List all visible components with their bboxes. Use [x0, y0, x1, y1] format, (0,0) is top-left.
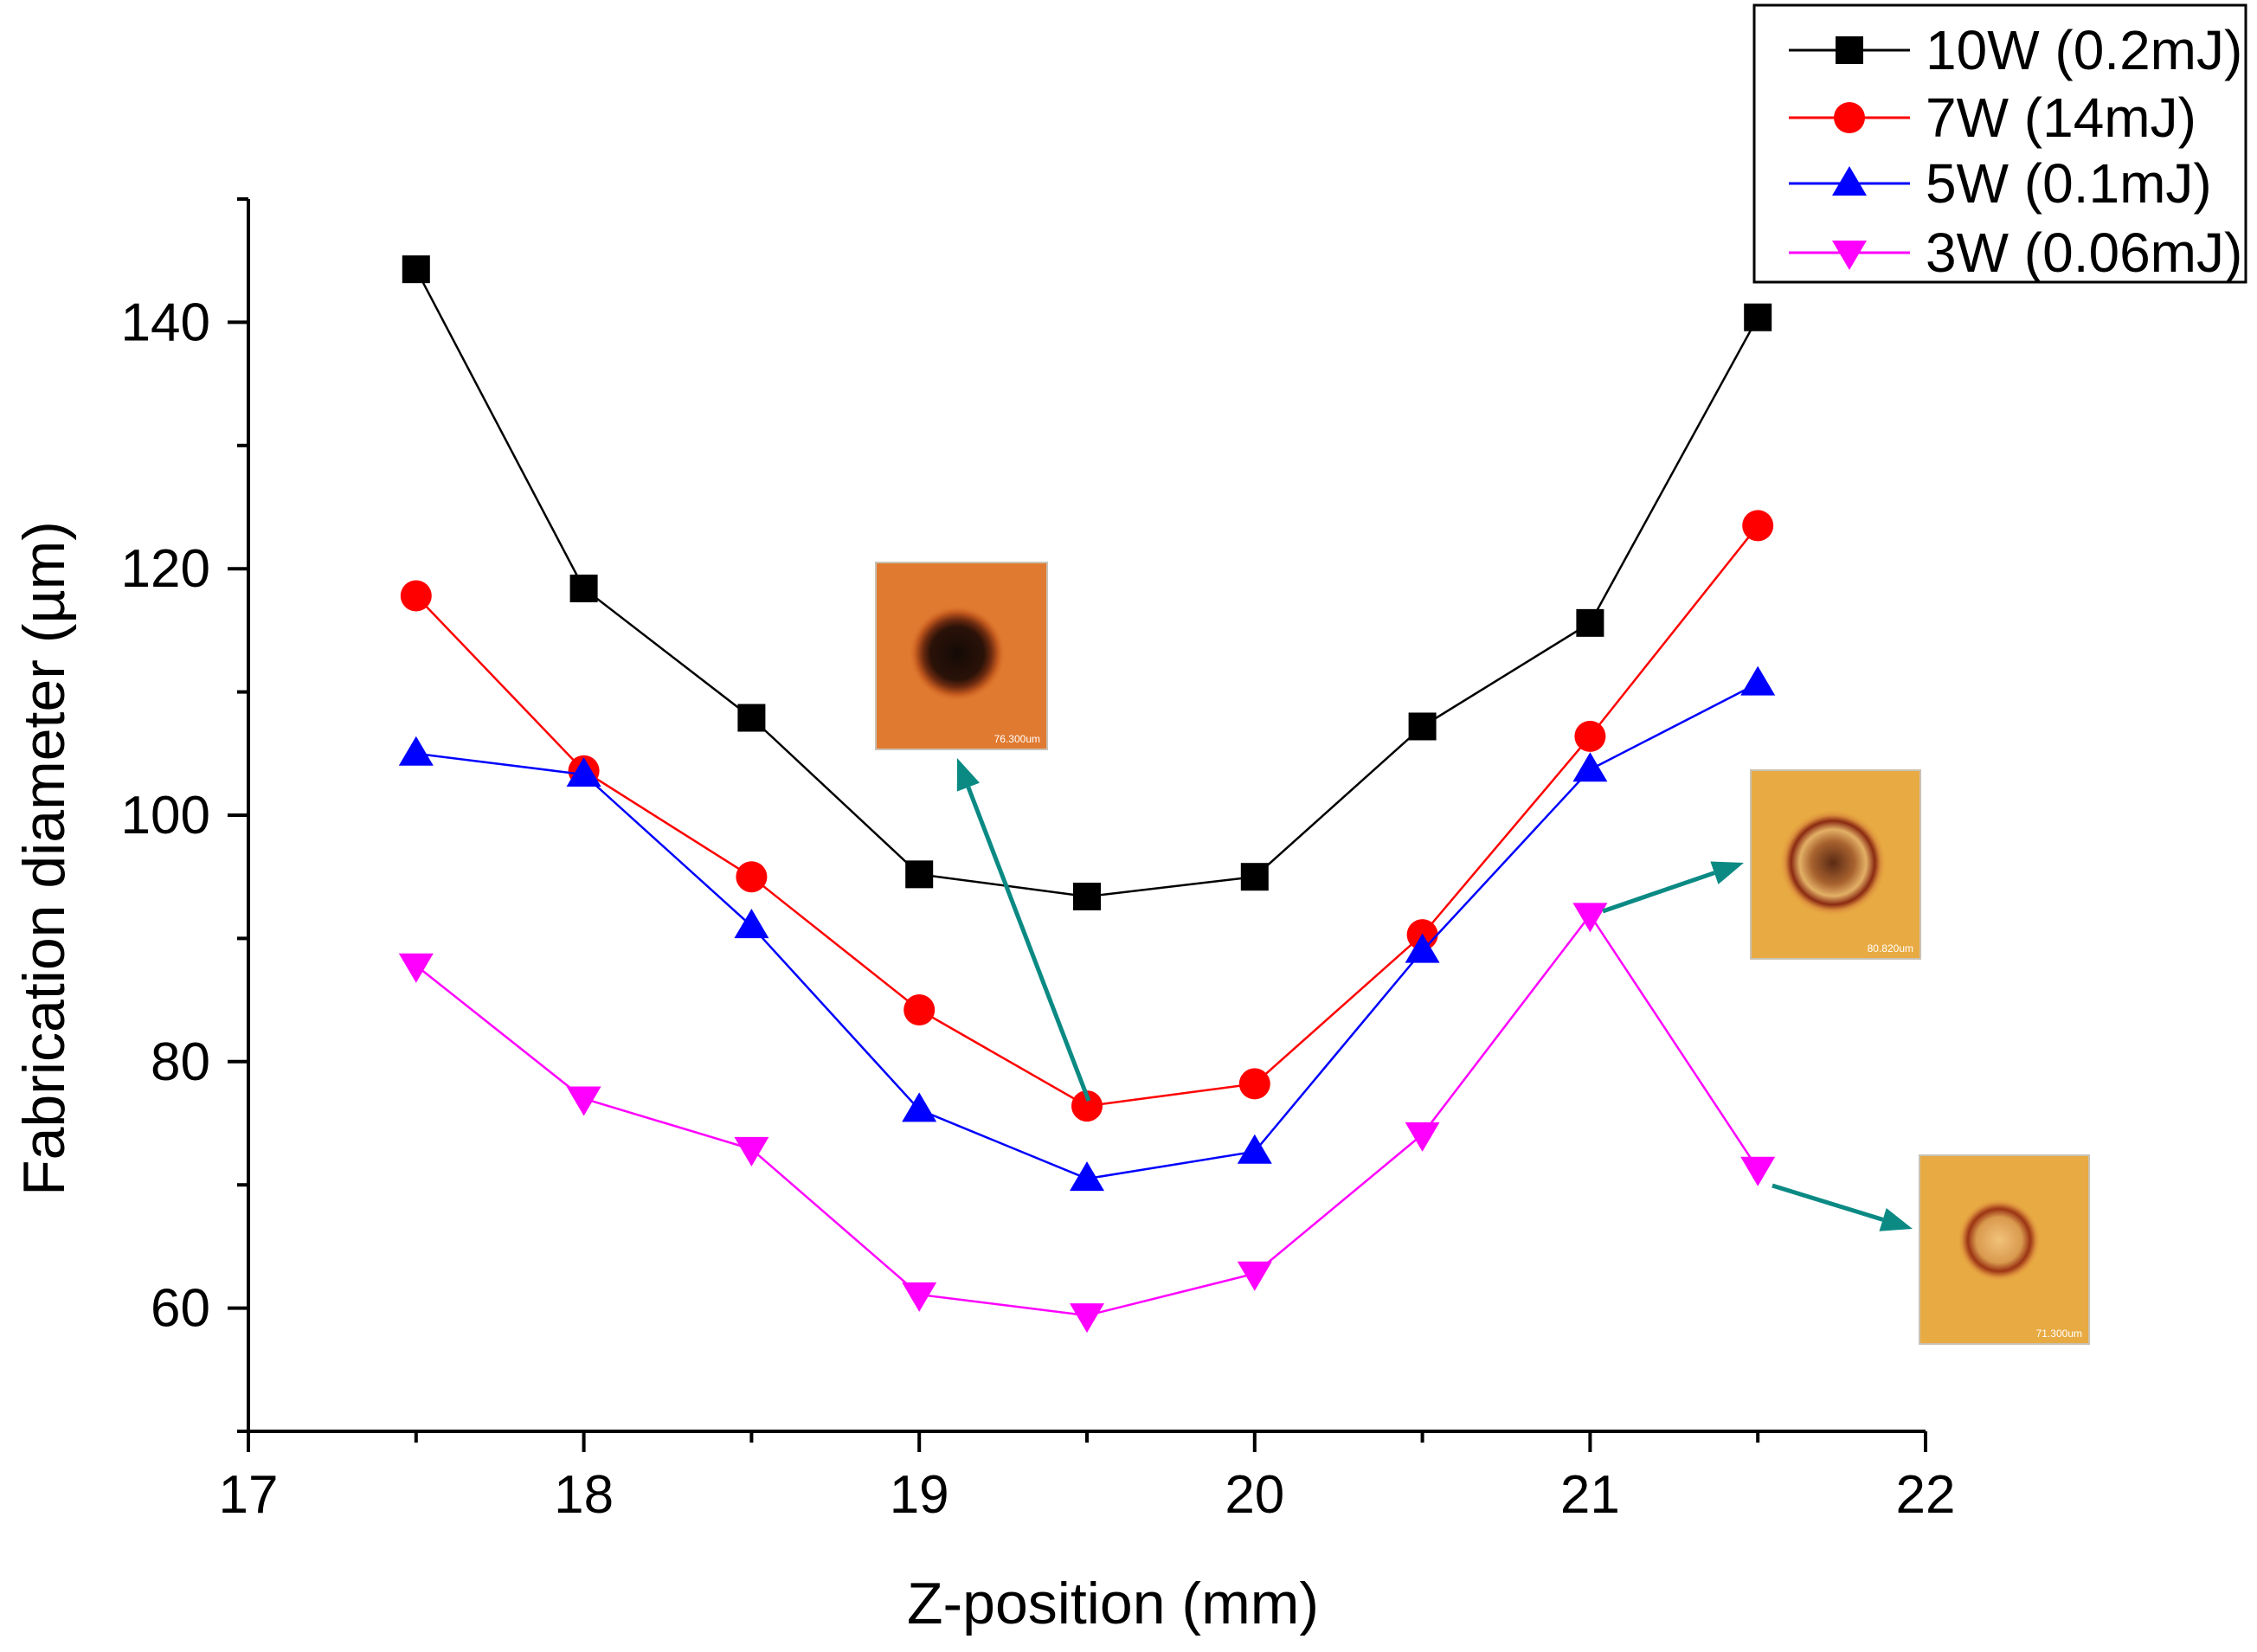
legend-label: 10W (0.2mJ) — [1926, 19, 2242, 81]
laser-pit — [909, 605, 1006, 702]
data-point — [1238, 1068, 1270, 1100]
y-tick-label: 60 — [151, 1279, 210, 1339]
plot-area — [398, 255, 1776, 1334]
data-point — [402, 255, 430, 284]
series-line — [415, 268, 1759, 898]
data-point — [1405, 933, 1440, 963]
data-point — [1070, 1161, 1104, 1192]
y-tick-label: 120 — [121, 539, 210, 599]
legend-label: 7W (14mJ) — [1926, 87, 2196, 149]
data-point — [903, 993, 936, 1025]
series-line — [415, 524, 1759, 1108]
data-point — [1408, 712, 1437, 741]
legend-item: 10W (0.2mJ) — [1789, 19, 2242, 81]
legend-marker — [1832, 166, 1867, 196]
legend-item: 3W (0.06mJ) — [1789, 222, 2242, 284]
x-tick-label: 22 — [1896, 1465, 1956, 1525]
data-point — [1572, 903, 1608, 933]
inset-scale-label: 71.300um — [2036, 1327, 2082, 1340]
x-axis-title: Z-position (mm) — [907, 1571, 1319, 1636]
y-tick-label: 100 — [121, 786, 210, 845]
data-point — [1240, 863, 1269, 891]
inset-micrograph: 71.300um — [1919, 1154, 2090, 1345]
x-tick-label: 17 — [219, 1465, 279, 1525]
insets: 76.300um 80.820um 71.300um — [875, 562, 2090, 1345]
inset-scale-label: 76.300um — [994, 733, 1040, 745]
arrow-head — [1879, 1208, 1913, 1231]
data-point — [1572, 752, 1608, 782]
inset-scale-label: 80.820um — [1868, 942, 1913, 955]
data-point — [1740, 1156, 1776, 1186]
y-tick-label: 140 — [121, 292, 210, 352]
legend-item: 7W (14mJ) — [1789, 87, 2196, 149]
annotation-arrow — [1772, 1183, 1913, 1231]
data-point — [398, 953, 434, 983]
inset-micrograph: 80.820um — [1750, 769, 1921, 960]
arrow-shaft — [966, 786, 1091, 1102]
data-point — [1740, 665, 1776, 696]
legend-label: 3W (0.06mJ) — [1926, 222, 2242, 284]
laser-pit — [1958, 1199, 2041, 1282]
annotation-arrow — [1602, 861, 1744, 914]
laser-pit — [1779, 809, 1887, 916]
arrow-shaft — [1772, 1183, 1884, 1222]
data-point — [737, 704, 766, 732]
data-point — [1574, 720, 1606, 752]
data-point — [1070, 1303, 1104, 1334]
data-point — [566, 757, 601, 787]
legend-marker — [1832, 241, 1867, 270]
legend-marker — [1834, 102, 1865, 133]
arrow-head — [956, 758, 980, 792]
series-0 — [402, 255, 1772, 910]
y-axis-title: Fabrication diameter (µm) — [11, 521, 77, 1196]
inset-micrograph: 76.300um — [875, 562, 1048, 750]
data-point — [902, 1282, 937, 1312]
data-point — [398, 736, 434, 766]
data-point — [1744, 303, 1772, 331]
data-point — [1405, 1122, 1440, 1152]
series-2 — [398, 665, 1776, 1192]
data-point — [569, 574, 598, 602]
x-tick-label: 18 — [554, 1465, 614, 1525]
data-point — [1576, 608, 1604, 637]
series-3 — [398, 903, 1776, 1334]
data-point — [1237, 1134, 1272, 1164]
axes: 17 18 19 20 21 22 60 80 100 120 140 Z-position (mm)… — [11, 197, 1956, 1636]
x-tick-label: 19 — [890, 1465, 949, 1525]
data-point — [566, 1086, 601, 1116]
data-point — [905, 860, 934, 889]
annotation-arrow — [956, 758, 1091, 1102]
arrow-head — [1710, 861, 1744, 884]
data-point — [1073, 882, 1101, 910]
legend-label: 5W (0.1mJ) — [1926, 152, 2212, 215]
legend-marker — [1836, 36, 1863, 64]
legend: 10W (0.2mJ)7W (14mJ)5W (0.1mJ) 3W (0.06mJ… — [1752, 3, 2247, 284]
data-point — [902, 1092, 937, 1122]
data-point — [734, 909, 769, 939]
legend-item: 5W (0.1mJ) — [1789, 152, 2212, 215]
x-tick-label: 20 — [1225, 1465, 1284, 1525]
series-1 — [400, 510, 1774, 1122]
data-point — [1742, 510, 1774, 542]
data-point — [734, 1136, 769, 1167]
arrow-shaft — [1602, 871, 1715, 914]
data-point — [1071, 1090, 1103, 1122]
data-point — [1237, 1261, 1272, 1291]
y-tick-label: 80 — [151, 1032, 210, 1092]
data-point — [736, 861, 768, 893]
data-point — [400, 580, 432, 612]
x-tick-label: 21 — [1560, 1465, 1620, 1525]
